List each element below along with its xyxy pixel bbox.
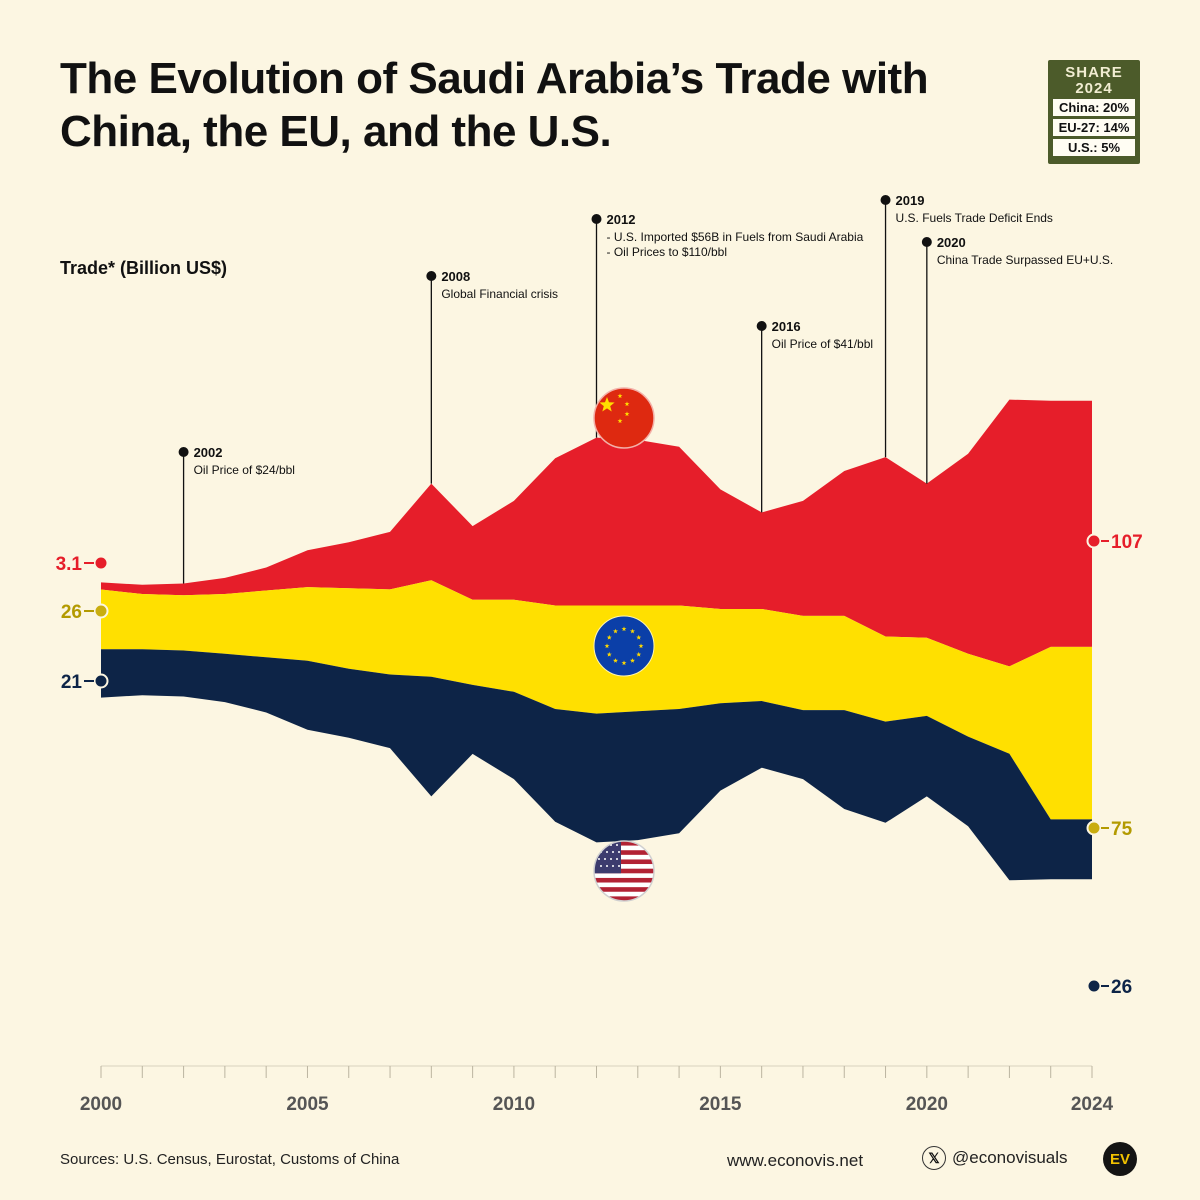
annotation-dot — [880, 195, 891, 205]
x-tick-label: 2015 — [699, 1094, 742, 1115]
end-value: 26 — [1111, 977, 1132, 998]
annotation-year: 2020 — [937, 235, 966, 250]
sources-text: Sources: U.S. Census, Eurostat, Customs … — [60, 1151, 400, 1168]
annotation-year: 2012 — [607, 212, 636, 227]
annotation-dot — [921, 237, 932, 247]
x-logo-icon: 𝕏 — [922, 1146, 946, 1170]
annotation-2008: 2008 Global Financial crisis — [426, 269, 558, 484]
website-link[interactable]: www.econovis.net — [727, 1151, 864, 1170]
start-label-u.s.: 21 — [61, 672, 109, 693]
x-tick-label: 2000 — [80, 1094, 122, 1115]
annotation-2020: 2020 China Trade Surpassed EU+U.S. — [921, 235, 1113, 484]
x-tick-label: 2005 — [286, 1094, 329, 1115]
annotation-year: 2002 — [194, 445, 223, 460]
end-dot — [1086, 978, 1102, 994]
end-value: 107 — [1111, 532, 1143, 553]
end-label-china: 107 — [1086, 532, 1143, 553]
us-flag-icon — [593, 840, 655, 902]
start-dot — [93, 555, 109, 571]
annotation-text: U.S. Fuels Trade Deficit Ends — [896, 211, 1053, 225]
annotation-text: Global Financial crisis — [441, 287, 558, 301]
us-area — [101, 649, 1092, 881]
start-label-eu-27: 26 — [61, 602, 109, 623]
annotation-dot — [756, 321, 767, 331]
social-handle[interactable]: 𝕏 @econovisuals — [922, 1146, 1068, 1170]
share-row-us: U.S.: 5% — [1053, 139, 1135, 156]
annotation-2019: 2019 U.S. Fuels Trade Deficit Ends — [880, 193, 1053, 458]
china-area — [101, 399, 1092, 667]
end-dot — [1086, 820, 1102, 836]
end-label-u.s.: 26 — [1086, 977, 1132, 998]
social-handle-text: @econovisuals — [952, 1148, 1068, 1167]
annotation-dot — [178, 447, 189, 457]
end-value: 75 — [1111, 819, 1133, 840]
share-2024-box: SHARE 2024 China: 20% EU-27: 14% U.S.: 5… — [1048, 60, 1140, 164]
chart-title: The Evolution of Saudi Arabia’s Trade wi… — [60, 54, 929, 156]
end-label-eu-27: 75 — [1086, 819, 1133, 840]
start-dot — [93, 673, 109, 689]
start-value: 3.1 — [56, 554, 83, 575]
annotation-year: 2016 — [772, 319, 801, 334]
start-label-china: 3.1 — [56, 554, 109, 575]
x-tick-label: 2020 — [906, 1094, 948, 1115]
x-tick-label: 2024 — [1071, 1094, 1114, 1115]
annotation-year: 2019 — [896, 193, 925, 208]
share-year: 2024 — [1075, 80, 1113, 97]
start-value: 21 — [61, 672, 83, 693]
annotation-text: - U.S. Imported $56B in Fuels from Saudi… — [607, 230, 864, 244]
econovis-logo: EV — [1103, 1142, 1137, 1176]
start-value: 26 — [61, 602, 82, 623]
annotation-2016: 2016 Oil Price of $41/bbl — [756, 319, 873, 513]
china-flag-icon — [593, 387, 655, 449]
annotation-year: 2008 — [441, 269, 470, 284]
annotation-text: - Oil Prices to $110/bbl — [607, 245, 728, 259]
end-dot — [1086, 533, 1102, 549]
annotation-dot — [591, 214, 602, 224]
annotation-text: Oil Price of $41/bbl — [772, 337, 873, 351]
annotation-dot — [426, 271, 437, 281]
share-row-china: China: 20% — [1053, 99, 1135, 116]
annotation-text: Oil Price of $24/bbl — [194, 463, 295, 477]
y-axis-label: Trade* (Billion US$) — [60, 258, 227, 278]
x-tick-label: 2010 — [493, 1094, 535, 1115]
annotation-text: China Trade Surpassed EU+U.S. — [937, 253, 1113, 267]
share-row-eu: EU-27: 14% — [1053, 119, 1135, 136]
start-dot — [93, 603, 109, 619]
share-heading: SHARE — [1065, 64, 1123, 81]
eu-area — [101, 580, 1092, 820]
annotation-2012: 2012 - U.S. Imported $56B in Fuels from S… — [591, 212, 864, 438]
eu-flag-icon — [593, 615, 655, 677]
annotation-2002: 2002 Oil Price of $24/bbl — [178, 445, 295, 584]
